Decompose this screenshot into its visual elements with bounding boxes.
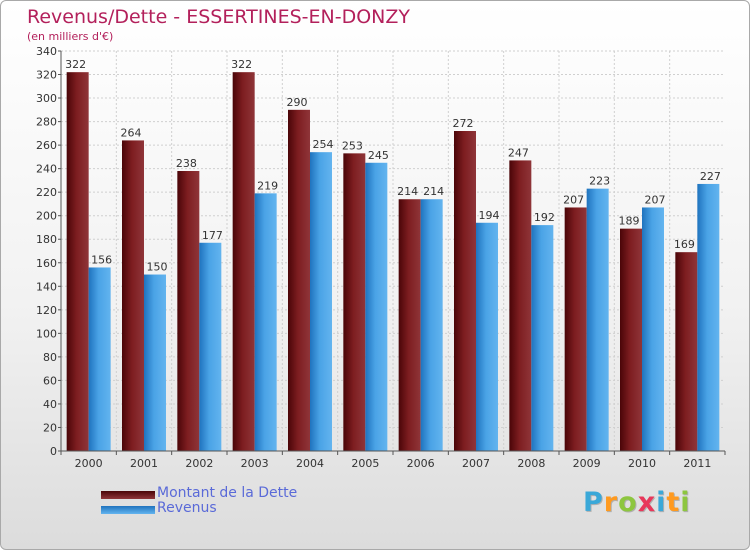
x-tick-label: 2000: [75, 457, 103, 470]
y-tick-label: 60: [43, 374, 57, 387]
legend-label-revenus: Revenus: [157, 500, 217, 516]
bar-revenus: [476, 222, 498, 451]
y-tick-label: 160: [36, 257, 57, 270]
x-tick-label: 2010: [628, 457, 656, 470]
bar-revenus: [642, 207, 664, 451]
bar-dette: [177, 171, 200, 451]
data-label-revenus: 150: [147, 261, 168, 274]
bar-dette: [509, 160, 532, 452]
bar-revenus: [531, 225, 554, 451]
bar-dette: [454, 131, 476, 451]
data-label-dette: 272: [453, 117, 474, 130]
bar-dette: [288, 109, 310, 451]
data-label-dette: 207: [563, 193, 584, 206]
data-label-revenus: 219: [257, 179, 278, 192]
data-label-dette: 238: [176, 157, 197, 170]
y-tick-label: 300: [36, 92, 57, 105]
bar-revenus: [254, 193, 277, 451]
y-tick-label: 180: [36, 233, 57, 246]
proxiti-logo: Proxiti: [583, 487, 691, 518]
bar-dette: [122, 140, 144, 452]
x-tick-label: 2006: [407, 457, 435, 470]
x-tick-label: 2001: [130, 457, 158, 470]
x-tick-label: 2004: [296, 457, 324, 470]
logo-letter: o: [618, 487, 638, 518]
bar-dette: [564, 207, 587, 451]
data-label-revenus: 207: [645, 193, 666, 206]
bar-revenus: [365, 162, 388, 451]
bar-dette: [675, 252, 698, 451]
bar-dette: [232, 72, 255, 452]
x-tick-label: 2002: [185, 457, 213, 470]
y-tick-label: 340: [36, 45, 57, 58]
bars: [66, 72, 720, 452]
axes: 0 20 40 60 80 100 120 140 160 180 200 220 240 260 280 3…: [36, 45, 726, 470]
data-label-revenus: 254: [313, 138, 334, 151]
chart-subtitle: (en milliers d'€): [27, 30, 114, 43]
legend-label-dette: Montant de la Dette: [157, 485, 298, 501]
bar-dette: [343, 153, 366, 451]
y-tick-label: 40: [43, 398, 57, 411]
bar-revenus: [144, 274, 166, 451]
data-label-revenus: 192: [534, 211, 555, 224]
x-tick-label: 2011: [683, 457, 711, 470]
y-tick-label: 260: [36, 139, 57, 152]
y-tick-label: 140: [36, 280, 57, 293]
y-tick-label: 200: [36, 210, 57, 223]
bar-revenus: [199, 242, 222, 451]
data-label-dette: 247: [508, 146, 529, 159]
x-tick-label: 2007: [462, 457, 490, 470]
data-label-revenus: 156: [91, 253, 112, 266]
y-tick-label: 240: [36, 163, 57, 176]
y-tick-label: 120: [36, 304, 57, 317]
legend-swatch-revenus: [101, 506, 155, 514]
bar-dette: [398, 199, 421, 451]
data-label-revenus: 214: [423, 185, 444, 198]
y-tick-label: 280: [36, 116, 57, 129]
x-tick-label: 2008: [517, 457, 545, 470]
data-label-revenus: 177: [202, 229, 223, 242]
bar-revenus: [88, 267, 111, 451]
x-tick-label: 2009: [573, 457, 601, 470]
data-label-revenus: 227: [700, 170, 721, 183]
data-label-dette: 169: [674, 238, 695, 251]
data-label-dette: 214: [397, 185, 418, 198]
y-tick-label: 20: [43, 421, 57, 434]
logo-letter: P: [583, 487, 604, 518]
bar-revenus: [420, 199, 443, 451]
bar-dette: [620, 228, 642, 451]
x-tick-label: 2005: [351, 457, 379, 470]
x-tick-label: 2003: [241, 457, 269, 470]
data-label-dette: 322: [65, 58, 86, 71]
y-tick-label: 80: [43, 351, 57, 364]
data-label-revenus: 194: [479, 209, 500, 222]
bar-revenus: [586, 188, 609, 451]
grid-lines: [61, 50, 725, 451]
logo-letter: x: [637, 487, 657, 518]
y-tick-label: 0: [50, 445, 57, 458]
y-tick-label: 100: [36, 327, 57, 340]
data-label-revenus: 223: [589, 175, 610, 188]
data-labels: 322 156 264 150 238 177 322 219 290 254 253 245 214 2…: [65, 58, 721, 273]
data-label-dette: 264: [121, 126, 142, 139]
logo-letter: i: [680, 487, 691, 518]
data-label-revenus: 245: [368, 149, 389, 162]
bar-dette: [66, 72, 89, 452]
data-label-dette: 189: [619, 215, 640, 228]
logo-letter: t: [666, 487, 681, 518]
y-tick-label: 220: [36, 186, 57, 199]
data-label-dette: 253: [342, 139, 363, 152]
logo-letter: i: [656, 487, 667, 518]
data-label-dette: 290: [287, 96, 308, 109]
legend-swatch-dette: [101, 491, 155, 499]
data-label-dette: 322: [231, 58, 252, 71]
logo-letter: r: [603, 487, 619, 518]
chart-title: Revenus/Dette - ESSERTINES-EN-DONZY: [27, 6, 410, 28]
bar-revenus: [697, 183, 720, 452]
bar-revenus: [310, 152, 332, 452]
y-tick-label: 320: [36, 69, 57, 82]
